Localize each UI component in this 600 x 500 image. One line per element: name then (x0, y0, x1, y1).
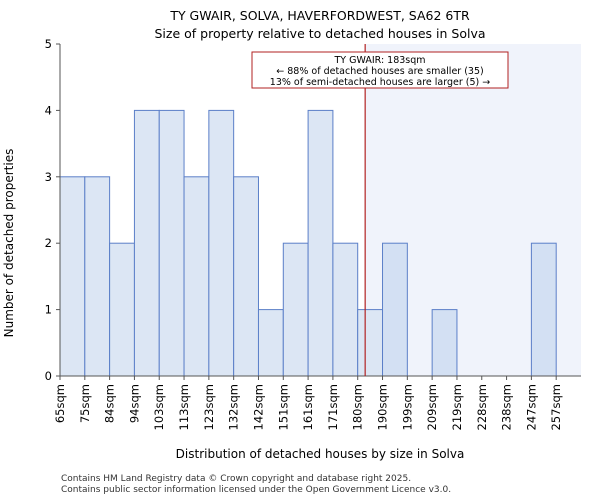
x-tick-label: 75sqm (78, 384, 92, 423)
bar-65sqm (59, 176, 86, 377)
y-tick-label: 3 (45, 170, 52, 184)
y-tick-label: 4 (45, 103, 52, 117)
annotation-line-3: 13% of semi-detached houses are larger (… (270, 77, 490, 88)
annotation-box (251, 51, 509, 89)
y-tick-label: 5 (45, 37, 52, 51)
plot-area: 0 1 2 3 4 5 65sqm 75sqm 84sqm 94sqm 103sqm 113sqm 12… (45, 37, 581, 430)
y-axis-label: Number of detached properties (2, 149, 16, 338)
x-tick-label: 151sqm (276, 384, 290, 430)
x-tick-label: 113sqm (177, 384, 191, 430)
x-tick-label: 238sqm (500, 384, 514, 430)
bar-209sqm (431, 309, 458, 377)
x-tick-label: 180sqm (351, 384, 365, 430)
bar-171sqm (332, 242, 359, 377)
x-tick-label: 219sqm (450, 384, 464, 430)
bar-75sqm (84, 176, 111, 377)
footer-line-2: Contains public sector information licen… (61, 485, 451, 495)
annotation-line-2: ← 88% of detached houses are smaller (35… (276, 66, 483, 77)
x-tick-label: 199sqm (400, 384, 414, 430)
x-tick-label: 103sqm (152, 384, 166, 430)
bar-84sqm (109, 242, 135, 377)
bar-161sqm (307, 109, 334, 377)
bar-151sqm (282, 242, 309, 377)
bar-247sqm (530, 242, 557, 377)
y-tick-label: 0 (45, 369, 52, 383)
footer-line-1: Contains HM Land Registry data © Crown c… (61, 474, 411, 484)
bar-190sqm (382, 242, 408, 377)
annotation-line-1: TY GWAIR: 183sqm (333, 55, 425, 66)
x-tick-label: 257sqm (549, 384, 563, 430)
bar-113sqm (183, 176, 210, 377)
chart-subtitle: Size of property relative to detached ho… (154, 26, 485, 41)
chart-title: TY GWAIR, SOLVA, HAVERFORDWEST, SA62 6TR (169, 8, 470, 23)
x-tick-label: 209sqm (425, 384, 439, 430)
x-tick-label: 123sqm (202, 384, 216, 430)
bar-103sqm (158, 109, 185, 377)
bar-142sqm (257, 309, 284, 377)
x-tick-label: 247sqm (524, 384, 538, 430)
x-axis-label: Distribution of detached houses by size … (176, 447, 465, 461)
bar-123sqm (208, 109, 235, 377)
y-tick-label: 1 (45, 303, 52, 317)
x-tick-label: 161sqm (301, 384, 315, 430)
x-tick-label: 228sqm (475, 384, 489, 430)
x-tick-label: 142sqm (251, 384, 265, 430)
x-tick-label: 132sqm (227, 384, 241, 430)
x-tick-label: 65sqm (53, 384, 67, 423)
bar-180sqm (357, 309, 384, 377)
x-tick-label: 94sqm (127, 384, 141, 423)
x-tick-label: 84sqm (103, 384, 117, 423)
bar-132sqm (233, 176, 259, 377)
x-tick-label: 171sqm (326, 384, 340, 430)
x-tick-label: 190sqm (376, 384, 390, 430)
bar-94sqm (133, 109, 160, 377)
y-tick-label: 2 (45, 236, 52, 250)
